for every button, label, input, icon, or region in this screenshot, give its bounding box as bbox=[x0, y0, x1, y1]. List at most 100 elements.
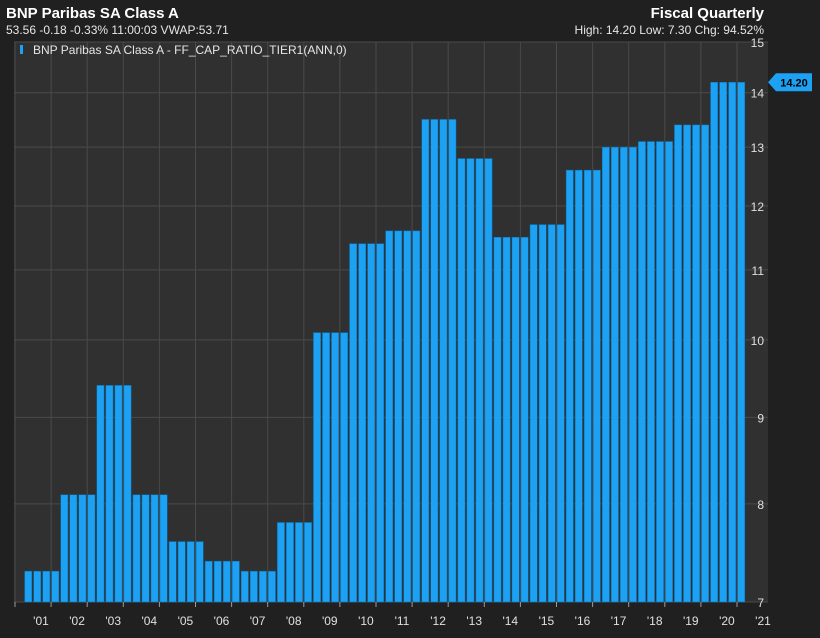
x-axis: '01 '02 '03 '04 '05 '06 '07 '08 '09 '10 '11 '12 '13 '… bbox=[14, 602, 771, 628]
bar bbox=[33, 570, 42, 603]
bar bbox=[737, 82, 746, 603]
bar bbox=[313, 332, 321, 603]
bar bbox=[340, 332, 348, 603]
y-tick-label: 9 bbox=[757, 411, 764, 425]
bar bbox=[638, 141, 646, 603]
bar bbox=[674, 124, 682, 603]
quote-line: 53.56 -0.18 -0.33% 11:00:03 VWAP:53.71 bbox=[6, 23, 229, 37]
bar bbox=[186, 541, 195, 603]
bar bbox=[213, 560, 222, 603]
last-value-badge: 14.20 bbox=[768, 73, 812, 92]
legend-swatch bbox=[20, 45, 23, 54]
bar bbox=[367, 243, 376, 603]
bar bbox=[629, 146, 637, 603]
bar bbox=[439, 119, 448, 603]
bar bbox=[231, 560, 240, 603]
bar bbox=[466, 158, 475, 603]
bar bbox=[412, 230, 421, 603]
y-tick-label: 14 bbox=[751, 87, 765, 101]
bar bbox=[574, 169, 583, 603]
bar bbox=[132, 494, 141, 603]
bar bbox=[502, 236, 511, 603]
x-tick-label: '05 bbox=[178, 614, 194, 628]
x-tick-label: '12 bbox=[430, 614, 446, 628]
bar bbox=[295, 522, 303, 603]
bar bbox=[204, 560, 213, 603]
bar bbox=[430, 119, 439, 603]
x-grid bbox=[14, 42, 738, 602]
bar bbox=[656, 141, 664, 603]
bar bbox=[159, 494, 168, 603]
bar bbox=[457, 158, 466, 603]
bar bbox=[51, 570, 60, 603]
y-tick-label: 11 bbox=[752, 264, 765, 278]
bar bbox=[259, 570, 267, 603]
x-tick-label: '02 bbox=[69, 614, 85, 628]
bar bbox=[268, 570, 276, 603]
bar bbox=[484, 158, 493, 603]
bar bbox=[69, 494, 78, 603]
bar-series bbox=[24, 82, 746, 603]
bar bbox=[710, 82, 719, 603]
x-tick-label: '10 bbox=[358, 614, 374, 628]
bar bbox=[123, 385, 132, 603]
bar bbox=[403, 230, 412, 603]
bar bbox=[538, 224, 547, 603]
legend: BNP Paribas SA Class A - FF_CAP_RATIO_TI… bbox=[20, 43, 347, 57]
bar bbox=[719, 82, 728, 603]
x-tick-label: '07 bbox=[250, 614, 266, 628]
x-tick-label: '06 bbox=[214, 614, 230, 628]
bar bbox=[331, 332, 339, 603]
bar bbox=[358, 243, 367, 603]
bar bbox=[150, 494, 159, 603]
bar bbox=[78, 494, 87, 603]
x-tick-label: '16 bbox=[575, 614, 591, 628]
bar bbox=[701, 124, 709, 603]
chart-title: BNP Paribas SA Class A bbox=[6, 5, 179, 22]
x-tick-label: '18 bbox=[647, 614, 663, 628]
chart-header: BNP Paribas SA Class A 53.56 -0.18 -0.33… bbox=[0, 0, 820, 40]
period-label: Fiscal Quarterly bbox=[650, 5, 764, 22]
x-tick-label: '21 bbox=[755, 614, 771, 628]
x-tick-label: '13 bbox=[466, 614, 482, 628]
bar bbox=[277, 522, 285, 603]
x-tick-label: '01 bbox=[33, 614, 49, 628]
x-tick-label: '20 bbox=[719, 614, 735, 628]
bar bbox=[240, 570, 249, 603]
bar bbox=[493, 236, 502, 603]
bar bbox=[87, 494, 96, 603]
bar bbox=[728, 82, 737, 603]
x-tick-label: '03 bbox=[105, 614, 121, 628]
bar bbox=[60, 494, 69, 603]
bar bbox=[683, 124, 691, 603]
y-tick-label: 7 bbox=[757, 596, 764, 610]
y-tick-label: 15 bbox=[751, 36, 765, 50]
bar bbox=[529, 224, 538, 603]
bar bbox=[511, 236, 520, 603]
y-tick-label: 8 bbox=[757, 498, 764, 512]
x-tick-label: '11 bbox=[395, 614, 410, 628]
bar bbox=[286, 522, 294, 603]
last-value-badge-shape bbox=[768, 73, 812, 92]
bar bbox=[168, 541, 177, 603]
bar bbox=[520, 236, 529, 603]
bar bbox=[556, 224, 565, 603]
y-axis: 7 8 9 10 11 12 13 14 15 bbox=[751, 36, 765, 610]
bar bbox=[195, 541, 204, 603]
bar bbox=[304, 522, 312, 603]
y-tick-label: 13 bbox=[751, 141, 765, 155]
x-tick-label: '14 bbox=[502, 614, 518, 628]
x-tick-label: '19 bbox=[683, 614, 699, 628]
bar bbox=[448, 119, 457, 603]
bar bbox=[250, 570, 258, 603]
bar bbox=[394, 230, 403, 603]
last-value-label: 14.20 bbox=[780, 77, 808, 89]
y-tick-label: 12 bbox=[751, 200, 765, 214]
bar bbox=[222, 560, 231, 603]
bar bbox=[421, 119, 430, 603]
bar bbox=[24, 570, 33, 603]
bar bbox=[583, 169, 592, 603]
bar bbox=[665, 141, 673, 603]
bar bbox=[647, 141, 655, 603]
